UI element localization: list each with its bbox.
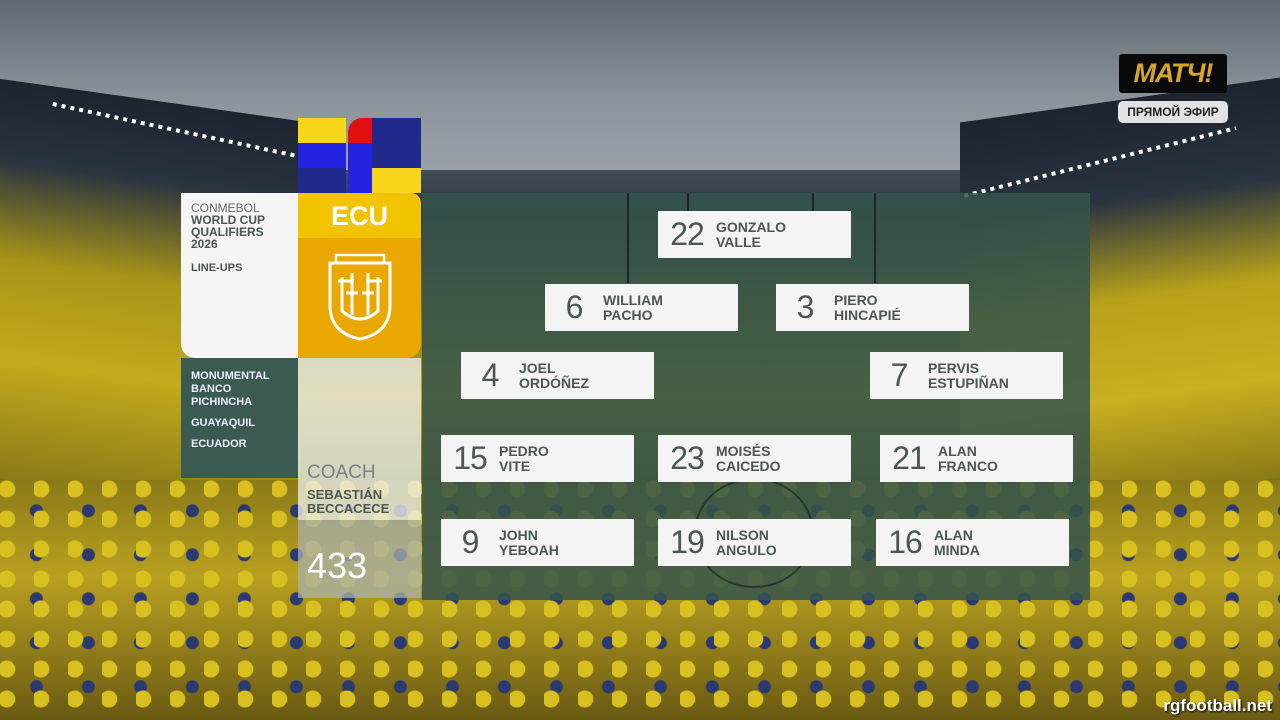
player-number: 16 (888, 524, 923, 560)
player-name: PERVIS ESTUPIÑAN (928, 359, 1009, 391)
player-first-name: PIERO (834, 291, 878, 308)
section-label: LINE-UPS (191, 262, 243, 274)
player-first-name: MOISÉS (716, 442, 771, 459)
player-name: WILLIAM PACHO (603, 291, 663, 323)
coach-first-name: SEBASTIÁN (307, 487, 383, 502)
player-first-name: PERVIS (928, 359, 980, 376)
player-name: JOEL ORDÓÑEZ (519, 359, 589, 391)
player-card: 6 WILLIAM PACHO (545, 284, 738, 331)
player-number: 3 (796, 289, 815, 325)
player-name: JOHN YEBOAH (499, 526, 559, 558)
player-last-name: ESTUPIÑAN (928, 374, 1009, 391)
pitch-line (627, 193, 629, 283)
competition-org: CONMEBOL (191, 201, 260, 215)
player-name: GONZALO VALLE (716, 218, 786, 250)
team-flag-graphic (298, 118, 421, 193)
competition-panel: CONMEBOL WORLD CUP QUALIFIERS 2026 LINE-… (181, 193, 298, 358)
player-first-name: WILLIAM (603, 291, 663, 308)
venue-country: ECUADOR (191, 438, 247, 450)
player-last-name: VALLE (716, 233, 761, 250)
player-last-name: PACHO (603, 306, 653, 323)
team-code: ECU (298, 193, 421, 238)
formation-panel: 433 (298, 520, 421, 598)
player-last-name: VITE (499, 457, 531, 474)
player-last-name: CAICEDO (716, 457, 781, 474)
player-first-name: ALAN (934, 526, 973, 543)
player-first-name: NILSON (716, 526, 769, 543)
player-number: 7 (890, 357, 909, 393)
player-card: 21 ALAN FRANCO (880, 435, 1073, 482)
venue-panel: MONUMENTAL BANCO PICHINCHA GUAYAQUIL ECU… (181, 358, 298, 478)
coach-panel: COACH SEBASTIÁN BECCACECE (298, 358, 421, 520)
coach-last-name: BECCACECE (307, 501, 390, 516)
player-card: 9 JOHN YEBOAH (441, 519, 634, 566)
match-tv-logo: МАТЧ! (1119, 54, 1227, 93)
player-card: 7 PERVIS ESTUPIÑAN (870, 352, 1063, 399)
player-first-name: JOEL (519, 359, 556, 376)
player-card: 19 NILSON ANGULO (658, 519, 851, 566)
formation-value: 433 (307, 545, 368, 586)
player-card: 3 PIERO HINCAPIÉ (776, 284, 969, 331)
coach-name: SEBASTIÁN BECCACECE (307, 488, 389, 516)
player-name: PEDRO VITE (499, 442, 549, 474)
player-number: 15 (453, 440, 488, 476)
player-first-name: GONZALO (716, 218, 786, 235)
player-card: 15 PEDRO VITE (441, 435, 634, 482)
pitch-line (687, 193, 689, 213)
venue-city: GUAYAQUIL (191, 417, 255, 429)
player-last-name: MINDA (934, 541, 980, 558)
watermark: rgfootball.net (1163, 696, 1272, 715)
player-number: 21 (892, 440, 927, 476)
team-crest (298, 238, 421, 358)
player-name: ALAN MINDA (934, 526, 980, 558)
player-number: 4 (481, 357, 500, 393)
player-last-name: ORDÓÑEZ (519, 374, 589, 391)
player-first-name: JOHN (499, 526, 538, 543)
coach-label: COACH (307, 462, 376, 483)
player-first-name: PEDRO (499, 442, 549, 459)
player-number: 19 (670, 524, 705, 560)
player-number: 22 (670, 216, 705, 252)
player-number: 9 (461, 524, 480, 560)
player-card: 22 GONZALO VALLE (658, 211, 851, 258)
player-first-name: ALAN (938, 442, 977, 459)
player-card: 23 MOISÉS CAICEDO (658, 435, 851, 482)
player-last-name: ANGULO (716, 541, 777, 558)
player-name: PIERO HINCAPIÉ (834, 291, 901, 323)
player-name: ALAN FRANCO (938, 442, 998, 474)
live-badge: ПРЯМОЙ ЭФИР (1118, 101, 1228, 123)
player-card: 16 ALAN MINDA (876, 519, 1069, 566)
player-card: 4 JOEL ORDÓÑEZ (461, 352, 654, 399)
venue-stadium: MONUMENTAL BANCO PICHINCHA (191, 370, 270, 408)
player-number: 23 (670, 440, 705, 476)
fef-crest-icon (328, 253, 391, 341)
player-last-name: YEBOAH (499, 541, 559, 558)
pitch-line (874, 193, 876, 283)
player-name: NILSON ANGULO (716, 526, 777, 558)
player-name: MOISÉS CAICEDO (716, 442, 781, 474)
player-last-name: HINCAPIÉ (834, 306, 901, 323)
player-last-name: FRANCO (938, 457, 998, 474)
competition-title: WORLD CUP QUALIFIERS 2026 (191, 213, 265, 251)
player-number: 6 (565, 289, 584, 325)
pitch-line (812, 193, 814, 213)
